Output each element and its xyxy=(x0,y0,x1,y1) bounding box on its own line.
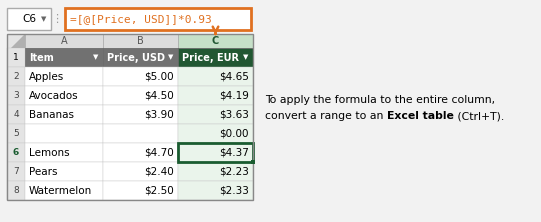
Text: $4.19: $4.19 xyxy=(219,91,249,101)
Bar xyxy=(103,162,178,181)
Bar xyxy=(7,34,25,48)
Text: Apples: Apples xyxy=(29,71,64,81)
Bar xyxy=(7,143,25,162)
Bar xyxy=(25,143,103,162)
Text: Excel table: Excel table xyxy=(387,111,454,121)
Bar xyxy=(103,181,178,200)
Text: C: C xyxy=(212,36,219,46)
Bar xyxy=(178,162,253,181)
Text: Pears: Pears xyxy=(29,166,57,176)
Text: $2.40: $2.40 xyxy=(144,166,174,176)
Bar xyxy=(103,105,178,124)
Text: 5: 5 xyxy=(13,129,19,138)
Text: (Ctrl+T).: (Ctrl+T). xyxy=(454,111,504,121)
Text: $0.00: $0.00 xyxy=(220,129,249,139)
Text: 3: 3 xyxy=(13,91,19,100)
Text: ▼: ▼ xyxy=(41,16,47,22)
Text: Price, EUR: Price, EUR xyxy=(182,52,239,63)
Bar xyxy=(7,48,25,67)
Bar xyxy=(7,86,25,105)
Bar xyxy=(103,48,178,67)
Text: ▼: ▼ xyxy=(93,54,98,61)
Text: 2: 2 xyxy=(13,72,19,81)
Bar xyxy=(178,86,253,105)
Bar xyxy=(103,143,178,162)
Text: $4.50: $4.50 xyxy=(144,91,174,101)
Bar xyxy=(251,160,255,164)
Bar xyxy=(178,105,253,124)
Bar xyxy=(103,34,178,48)
Text: $4.65: $4.65 xyxy=(219,71,249,81)
Bar xyxy=(178,143,253,162)
Text: $3.90: $3.90 xyxy=(144,109,174,119)
Text: A: A xyxy=(61,36,67,46)
Bar xyxy=(103,67,178,86)
Bar xyxy=(25,124,103,143)
Text: Price, USD: Price, USD xyxy=(107,52,165,63)
Text: Item: Item xyxy=(29,52,54,63)
Bar xyxy=(25,34,103,48)
Text: Lemons: Lemons xyxy=(29,147,70,157)
Text: $3.63: $3.63 xyxy=(219,109,249,119)
Bar xyxy=(7,8,51,30)
Text: =[@[Price, USD]]*0.93: =[@[Price, USD]]*0.93 xyxy=(70,14,212,24)
Text: C6: C6 xyxy=(22,14,36,24)
Bar xyxy=(7,124,25,143)
Text: Bananas: Bananas xyxy=(29,109,74,119)
Bar xyxy=(65,8,251,30)
Bar xyxy=(178,48,253,67)
Bar xyxy=(25,86,103,105)
Polygon shape xyxy=(11,34,25,48)
Text: $5.00: $5.00 xyxy=(144,71,174,81)
Bar xyxy=(103,124,178,143)
Text: To apply the formula to the entire column,: To apply the formula to the entire colum… xyxy=(265,95,495,105)
Bar xyxy=(7,181,25,200)
Bar xyxy=(178,181,253,200)
Text: B: B xyxy=(137,36,144,46)
Bar xyxy=(178,67,253,86)
Bar xyxy=(25,105,103,124)
Text: $4.37: $4.37 xyxy=(219,147,249,157)
Bar xyxy=(7,105,25,124)
Text: ▼: ▼ xyxy=(243,54,249,61)
Text: $2.50: $2.50 xyxy=(144,186,174,196)
Text: convert a range to an: convert a range to an xyxy=(265,111,387,121)
Bar xyxy=(25,67,103,86)
Text: $4.37: $4.37 xyxy=(219,147,249,157)
Text: 1: 1 xyxy=(13,53,19,62)
Bar xyxy=(7,34,253,200)
Text: 8: 8 xyxy=(13,186,19,195)
Text: $2.33: $2.33 xyxy=(219,186,249,196)
Bar xyxy=(103,86,178,105)
Text: Avocados: Avocados xyxy=(29,91,78,101)
Text: ⋮: ⋮ xyxy=(51,14,63,24)
Bar xyxy=(7,162,25,181)
Text: 4: 4 xyxy=(13,110,19,119)
Text: Watermelon: Watermelon xyxy=(29,186,93,196)
Bar xyxy=(25,48,103,67)
Bar xyxy=(25,162,103,181)
Text: 6: 6 xyxy=(13,148,19,157)
Bar xyxy=(178,143,253,162)
Text: ▼: ▼ xyxy=(168,54,174,61)
Bar xyxy=(7,67,25,86)
Text: $4.70: $4.70 xyxy=(144,147,174,157)
Bar xyxy=(25,181,103,200)
Text: 7: 7 xyxy=(13,167,19,176)
Bar xyxy=(178,124,253,143)
Text: $2.23: $2.23 xyxy=(219,166,249,176)
Bar xyxy=(178,34,253,48)
